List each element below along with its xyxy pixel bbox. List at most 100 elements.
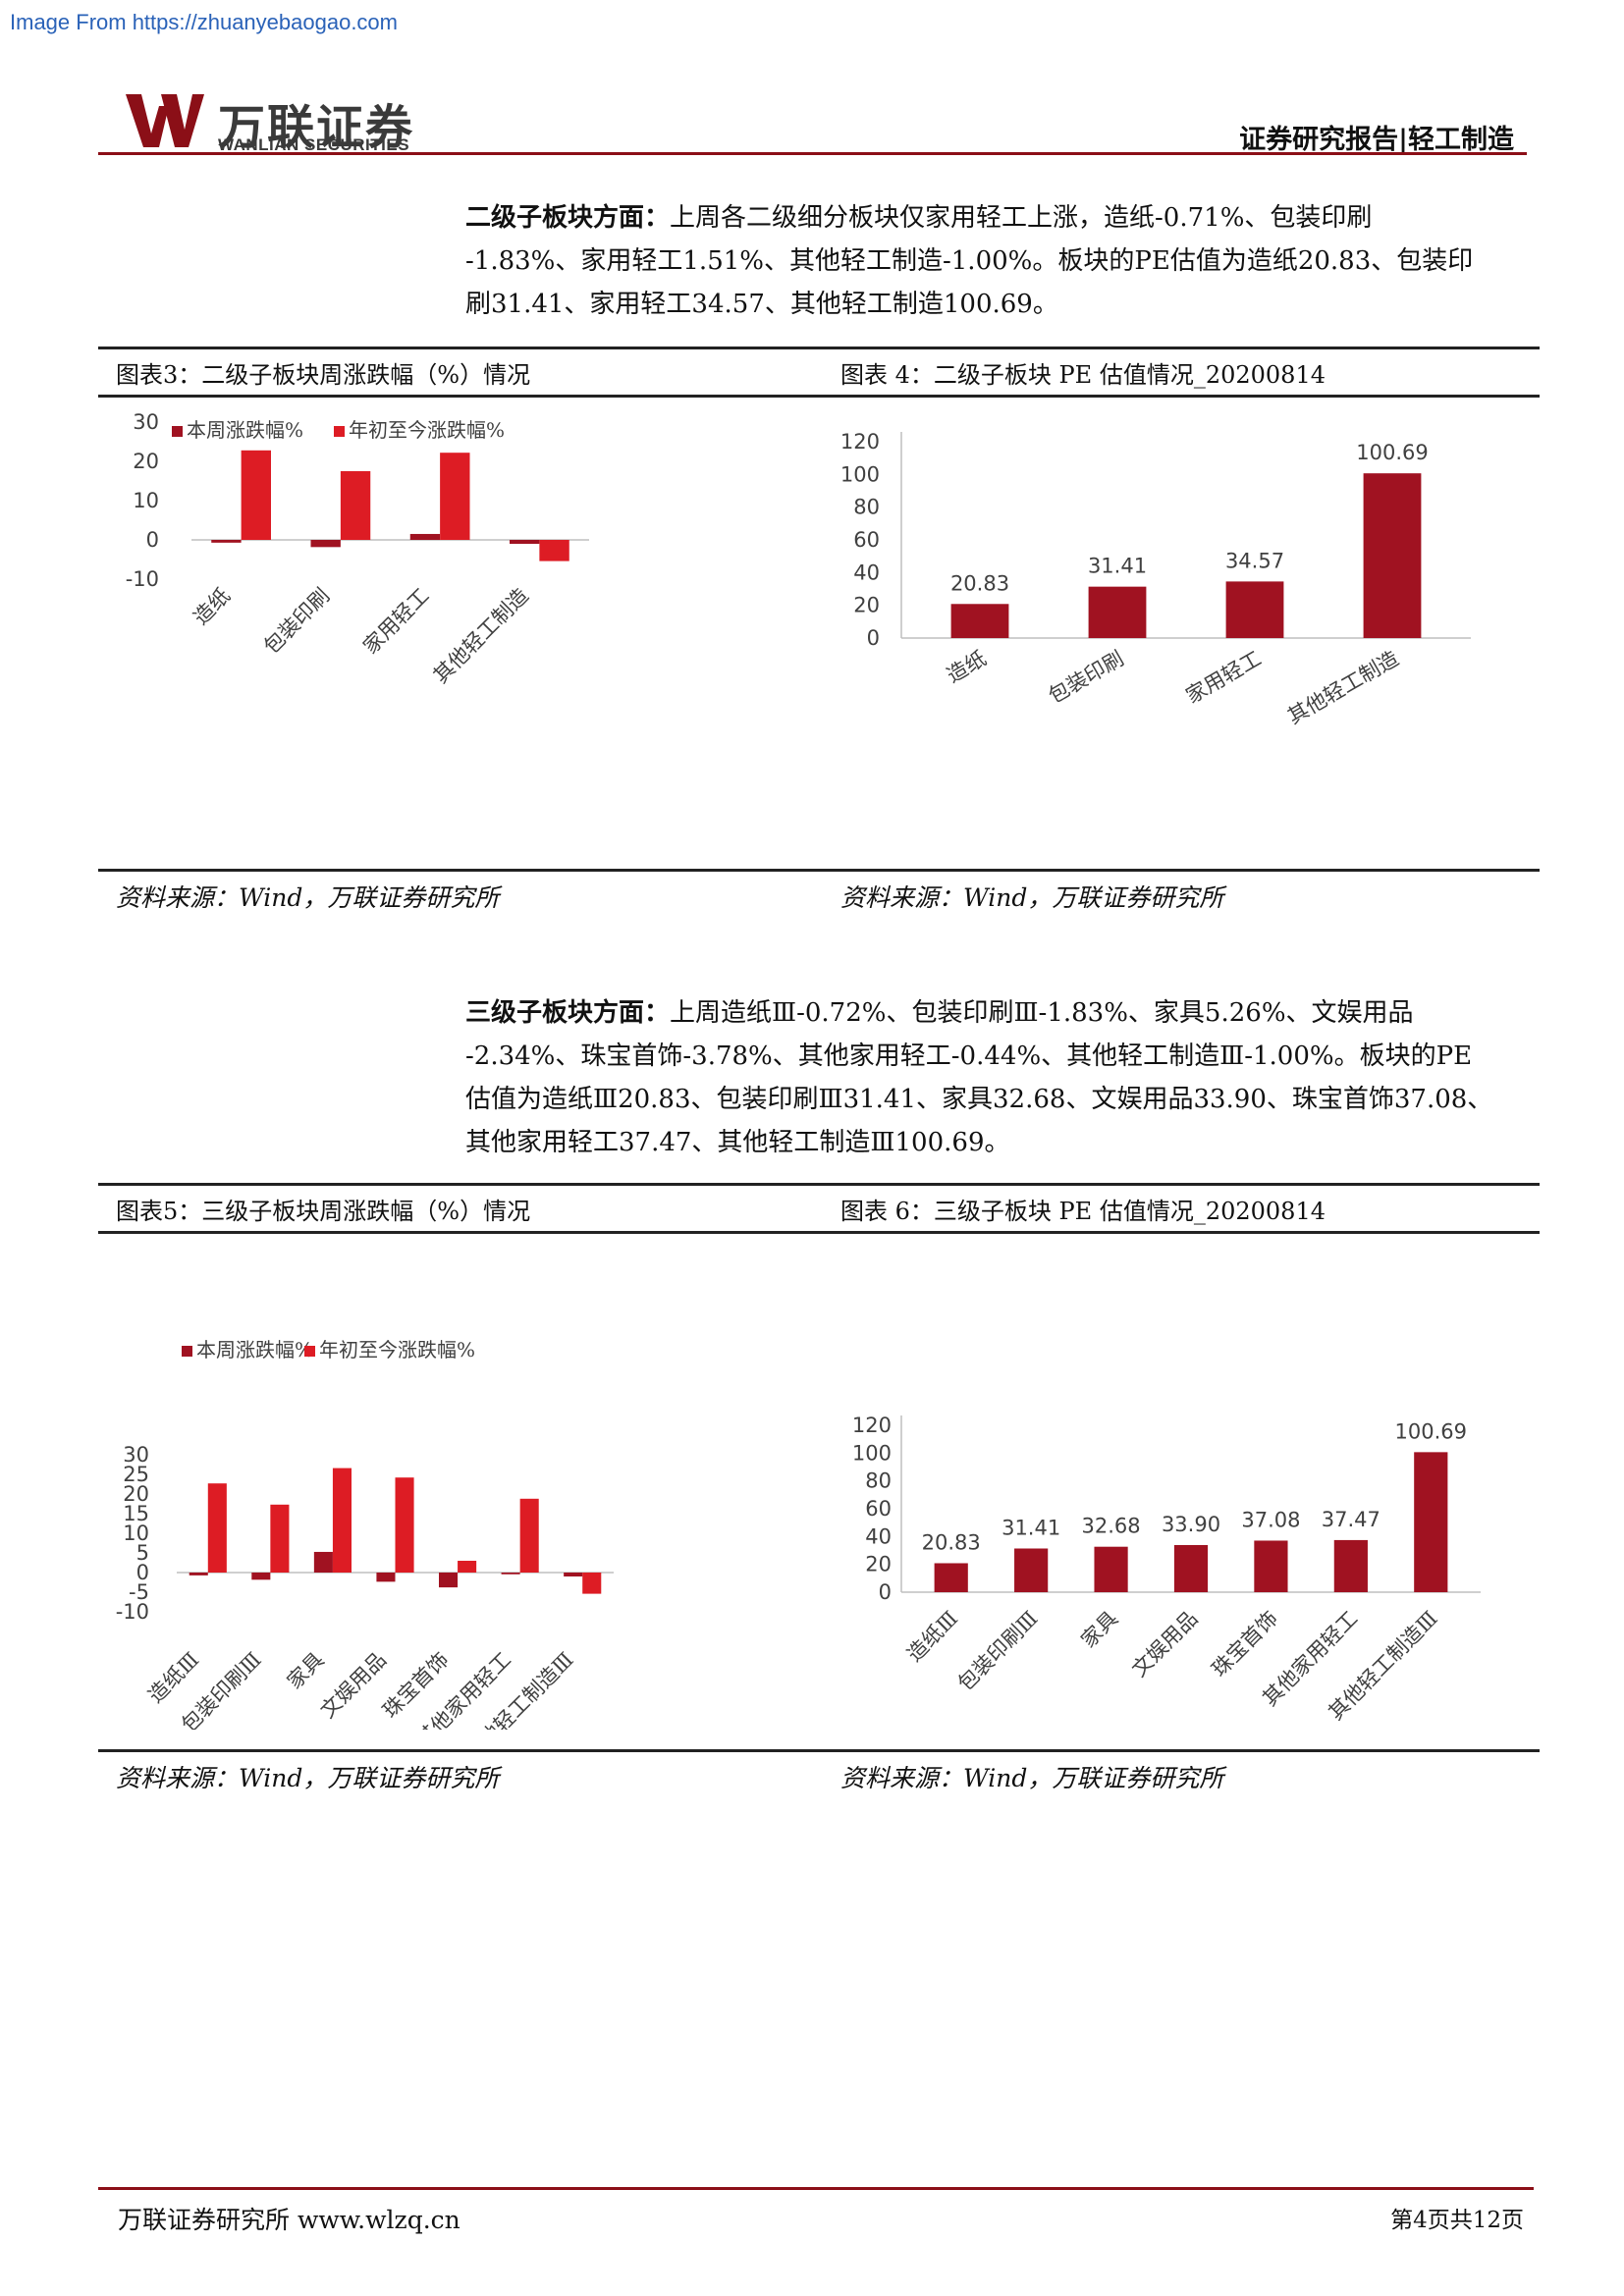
data-label: 32.68 (1082, 1515, 1141, 1538)
x-category-label: 造纸Ⅲ (902, 1607, 962, 1667)
x-category-label: 文娱用品 (316, 1648, 391, 1723)
section1-paragraph: 二级子板块方面：上周各二级细分板块仅家用轻工上涨，造纸-0.71%、包装印刷 -… (465, 196, 1526, 326)
x-category-label: 家用轻工 (1182, 647, 1266, 709)
section2-line4: 其他家用轻工37.47、其他轻工制造Ⅲ100.69。 (465, 1128, 1010, 1157)
y-tick-label: 120 (852, 1414, 892, 1437)
data-label: 100.69 (1356, 441, 1428, 464)
section2-line2: -2.34%、珠宝首饰-3.78%、其他家用轻工-0.44%、其他轻工制造Ⅲ-1… (465, 1041, 1473, 1071)
figure-caption2-rule (98, 1231, 1540, 1234)
bar (1014, 1548, 1049, 1592)
y-tick-label: 100 (852, 1441, 892, 1465)
fig4-source: 资料来源：Wind，万联证券研究所 (840, 883, 1224, 912)
legend-label: 年初至今涨跌幅% (319, 1338, 475, 1362)
bar (564, 1573, 583, 1576)
x-category-label: 家用轻工 (358, 584, 433, 659)
data-label: 37.47 (1322, 1508, 1380, 1531)
y-tick-label: -10 (126, 567, 159, 591)
legend-swatch (182, 1346, 192, 1357)
x-category-label: 其他轻工制造 (1283, 647, 1402, 729)
y-tick-label: -10 (116, 1600, 149, 1624)
fig4-chart: 120 100 80 60 40 20 0 20.83 造纸 31.41 包装印刷 34.57 家用轻工… (840, 430, 1471, 729)
bar (310, 540, 341, 548)
fig6-source: 资料来源：Wind，万联证券研究所 (840, 1764, 1224, 1792)
y-tick-label: 20 (853, 594, 880, 617)
bar (1088, 586, 1147, 638)
figure-block-top-rule (98, 347, 1540, 349)
section2-paragraph: 三级子板块方面：上周造纸Ⅲ-0.72%、包装印刷Ⅲ-1.83%、家具5.26%、… (465, 991, 1526, 1164)
bar (950, 604, 1009, 638)
bar (332, 1468, 352, 1573)
x-category-label: 其他轻工制造 (429, 584, 533, 688)
bar (934, 1563, 968, 1592)
bar (409, 533, 441, 540)
legend-swatch (172, 426, 183, 437)
data-label: 34.57 (1225, 549, 1284, 572)
x-category-label: 文娱用品 (1127, 1607, 1202, 1682)
data-label: 37.08 (1241, 1508, 1300, 1531)
bar (440, 453, 470, 540)
x-category-label: 家具 (283, 1648, 329, 1694)
y-tick-label: 20 (133, 450, 159, 473)
y-tick-label: 20 (865, 1553, 892, 1576)
y-tick-label: 25 (123, 1463, 149, 1486)
bar (207, 1483, 227, 1573)
y-tick-label: 0 (879, 1580, 892, 1604)
bar (1254, 1540, 1288, 1592)
legend-label: 本周涨跌幅% (187, 418, 303, 442)
y-tick-label: 100 (840, 462, 880, 486)
bar (510, 540, 540, 544)
data-label: 100.69 (1395, 1419, 1467, 1443)
source-url[interactable]: Image From https://zhuanyebaogao.com (10, 10, 398, 34)
bar (1173, 1544, 1209, 1592)
y-tick-label: 0 (867, 626, 880, 650)
y-tick-label: 15 (123, 1502, 149, 1525)
y-tick-label: 80 (853, 496, 880, 519)
legend-label: 年初至今涨跌幅% (349, 418, 505, 442)
legend-label: 本周涨跌幅% (196, 1338, 313, 1362)
section2-line3: 估值为造纸Ⅲ20.83、包装印刷Ⅲ31.41、家具32.68、文娱用品33.90… (465, 1085, 1493, 1114)
header-rule (98, 152, 1527, 155)
footer-website: 万联证券研究所 www.wlzq.cn (118, 2206, 460, 2234)
bar (241, 450, 271, 540)
section1-line1: 上周各二级细分板块仅家用轻工上涨，造纸-0.71%、包装印刷 (670, 203, 1373, 233)
bar (189, 1573, 208, 1575)
fig6-chart: 120 100 80 60 40 20 0 20.83 造纸Ⅲ 31.41 包装印刷Ⅲ 32.68 家具… (852, 1414, 1481, 1725)
data-label: 33.90 (1162, 1513, 1220, 1536)
section2-lead: 三级子板块方面： (465, 998, 671, 1028)
wanlian-logo-icon (126, 94, 204, 147)
y-tick-label: 5 (136, 1541, 149, 1565)
data-label: 31.41 (1001, 1517, 1060, 1540)
y-tick-label: 40 (853, 561, 880, 584)
x-category-label: 造纸Ⅲ (143, 1648, 203, 1708)
bar (539, 540, 569, 561)
section1-lead: 二级子板块方面： (465, 203, 671, 233)
report-category: 证券研究报告|轻工制造 (1239, 125, 1514, 155)
fig4-caption: 图表 4：二级子板块 PE 估值情况_20200814 (840, 361, 1326, 389)
bar (458, 1561, 477, 1573)
data-label: 31.41 (1088, 555, 1147, 578)
bar (1333, 1539, 1368, 1592)
bar (376, 1573, 396, 1582)
fig3-caption: 图表3：二级子板块周涨跌幅（%）情况 (116, 361, 531, 389)
x-category-label: 造纸 (943, 647, 990, 688)
y-tick-label: 30 (133, 410, 159, 434)
bar (395, 1477, 414, 1573)
figure-block-bottom-rule (98, 869, 1540, 872)
section1-line2: -1.83%、家用轻工1.51%、其他轻工制造-1.00%。板块的PE估值为造纸… (465, 246, 1474, 276)
y-tick-label: 40 (865, 1524, 892, 1548)
y-tick-label: 0 (146, 528, 159, 552)
page-number: 第4页共12页 (1390, 2208, 1524, 2233)
bar (501, 1573, 520, 1575)
bar (251, 1573, 271, 1580)
y-tick-label: 20 (123, 1482, 149, 1506)
logo-text-cn: 万联证券 (218, 100, 415, 155)
figure-caption-rule (98, 395, 1540, 398)
y-tick-label: 80 (865, 1469, 892, 1493)
bar (582, 1573, 602, 1594)
legend-swatch (304, 1346, 315, 1357)
bar (439, 1573, 459, 1588)
fig5-caption: 图表5：三级子板块周涨跌幅（%）情况 (116, 1198, 531, 1225)
y-tick-label: 60 (865, 1497, 892, 1521)
